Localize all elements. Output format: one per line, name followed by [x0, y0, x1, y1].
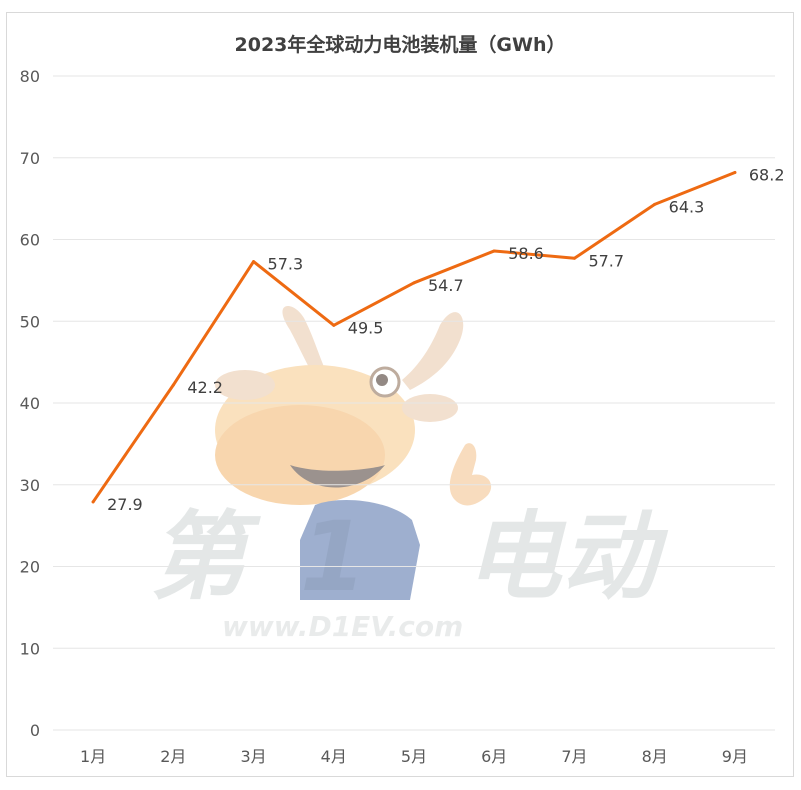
watermark-url: www.D1EV.com: [222, 610, 463, 643]
y-tick-label: 50: [20, 312, 40, 331]
y-tick-label: 0: [30, 721, 40, 740]
y-axis-ticks: 0 10 20 30 40 50 60 70 80: [20, 67, 40, 740]
chart-title: 2023年全球动力电池装机量（GWh）: [235, 33, 566, 56]
y-tick-label: 80: [20, 67, 40, 86]
y-tick-label: 60: [20, 231, 40, 250]
x-tick-label: 5月: [401, 747, 427, 766]
grid-lines: [53, 75, 775, 731]
data-label: 49.5: [348, 318, 384, 337]
data-label: 68.2: [749, 165, 785, 184]
watermark-left-text: 第: [150, 501, 261, 613]
data-point: [252, 260, 256, 264]
data-point: [332, 323, 336, 327]
x-tick-label: 3月: [240, 747, 266, 766]
x-tick-label: 4月: [321, 747, 347, 766]
y-tick-label: 70: [20, 149, 40, 168]
y-tick-label: 40: [20, 394, 40, 413]
data-point: [492, 249, 496, 253]
x-tick-label: 9月: [722, 747, 748, 766]
series-group: [91, 170, 737, 504]
x-tick-label: 2月: [160, 747, 186, 766]
data-label: 57.3: [268, 255, 304, 274]
data-point: [572, 256, 576, 260]
data-point: [733, 170, 737, 174]
data-label: 27.9: [107, 495, 143, 514]
x-tick-label: 7月: [561, 747, 587, 766]
data-label: 57.7: [588, 251, 624, 270]
watermark-right-text: 电动: [465, 501, 669, 613]
x-tick-label: 8月: [642, 747, 668, 766]
y-tick-label: 10: [20, 639, 40, 658]
data-point: [91, 500, 95, 504]
data-labels: 27.9 42.2 57.3 49.5 54.7 58.6 57.7 64.3 68.2: [107, 165, 784, 513]
data-label: 42.2: [187, 378, 223, 397]
series-line: [91, 170, 737, 504]
x-axis-ticks: 1月 2月 3月 4月 5月 6月 7月 8月 9月: [80, 747, 748, 766]
x-tick-label: 6月: [481, 747, 507, 766]
y-tick-label: 20: [20, 558, 40, 577]
x-tick-label: 1月: [80, 747, 106, 766]
data-point: [171, 383, 175, 387]
watermark-logo: 第 1 电动 www.D1EV.com: [150, 306, 669, 643]
chart-frame: [6, 12, 794, 777]
data-label: 64.3: [669, 197, 705, 216]
data-point: [412, 281, 416, 285]
data-label: 54.7: [428, 276, 464, 295]
y-tick-label: 30: [20, 476, 40, 495]
watermark-digit: 1: [300, 501, 367, 613]
data-label: 58.6: [508, 244, 544, 263]
data-point: [653, 202, 657, 206]
